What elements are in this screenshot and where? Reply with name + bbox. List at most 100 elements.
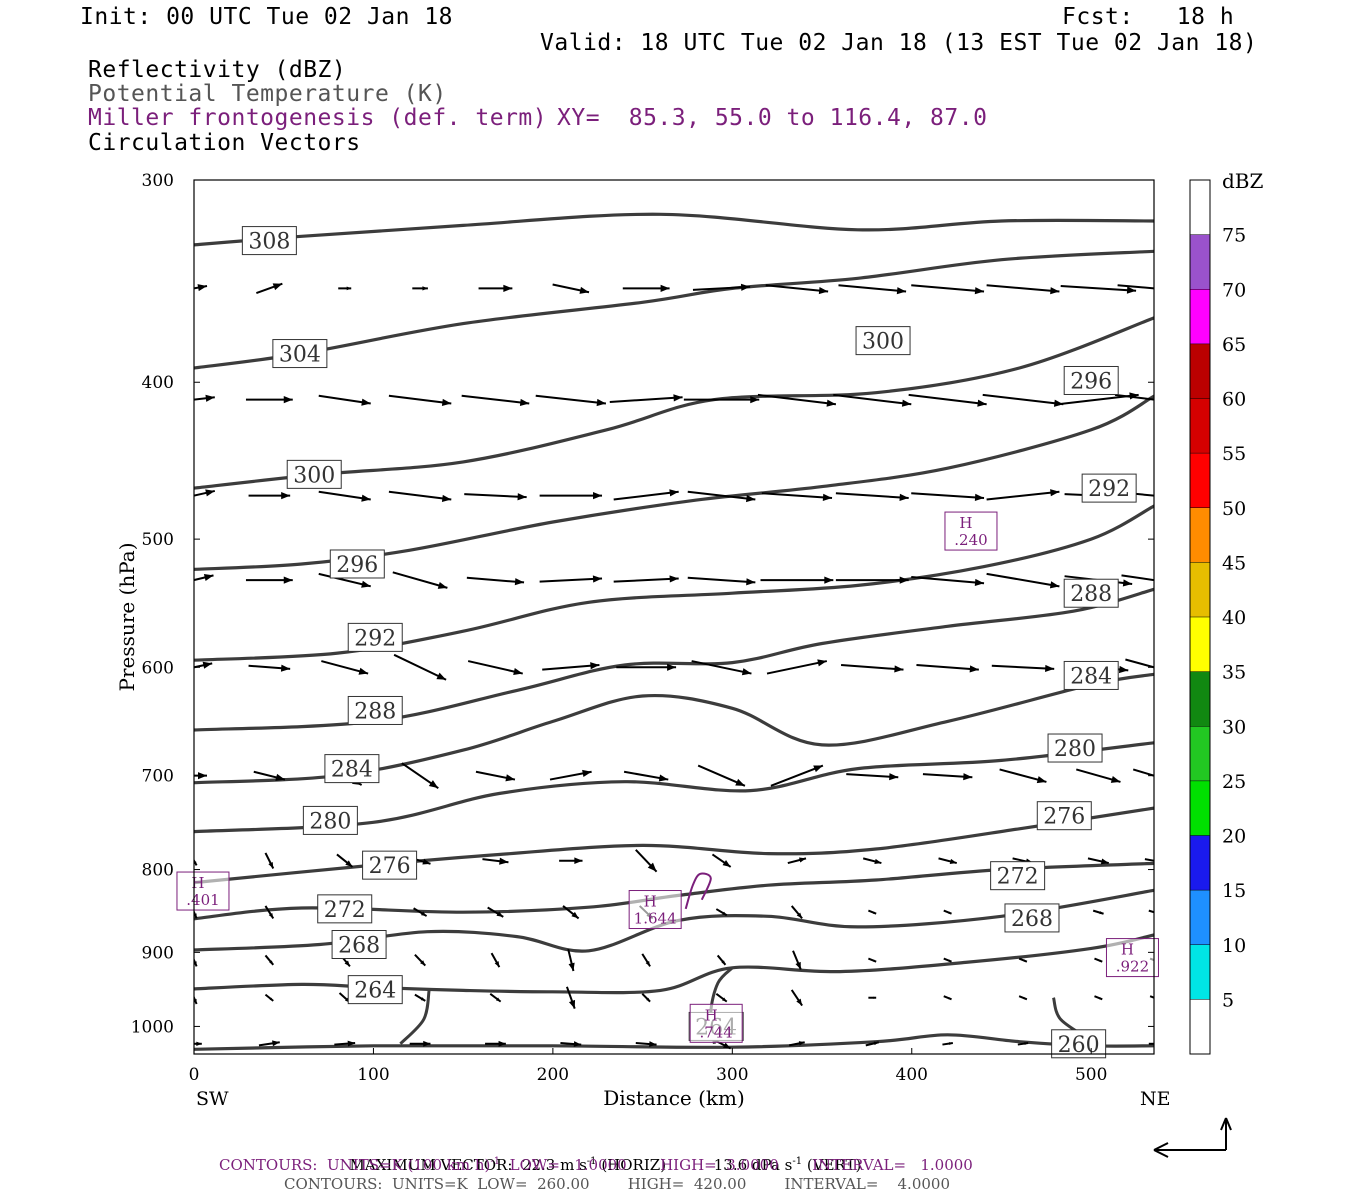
- colorbar-label: 10: [1222, 935, 1246, 957]
- maximum-value: .922: [1116, 958, 1149, 976]
- vector-head: [194, 961, 197, 967]
- contour-label-text: 276: [1043, 805, 1085, 830]
- vector-shaft: [539, 577, 603, 583]
- circulation-vector: [194, 489, 216, 497]
- vector-head: [344, 960, 350, 967]
- circulation-vector: [194, 858, 198, 866]
- vector-head: [503, 284, 513, 292]
- colorbar-swatch: [1190, 398, 1210, 454]
- contour-label-box: [1051, 1029, 1107, 1059]
- maximum-letter: H: [644, 893, 657, 911]
- y-tick-label: 400: [142, 373, 174, 393]
- vector-shaft: [691, 660, 752, 675]
- colorbar-label: 15: [1222, 880, 1246, 902]
- contour-label-text: 288: [1070, 582, 1112, 607]
- vector-head: [740, 283, 751, 291]
- circulation-vector: [489, 993, 502, 1003]
- vector-head: [428, 780, 439, 789]
- vector-shaft: [911, 575, 985, 585]
- vector-head: [568, 962, 575, 972]
- circulation-vector: [1060, 285, 1137, 294]
- max-vector-horiz-unit: (HORIZ): [601, 1156, 667, 1174]
- contour-label-box: [272, 339, 328, 369]
- contour-label-text: 300: [293, 463, 335, 488]
- vector-head: [889, 773, 899, 781]
- vector-shaft: [461, 394, 530, 405]
- colorbar-title: dBZ: [1222, 169, 1264, 193]
- contour-label-text: 268: [338, 934, 380, 959]
- colorbar-label: 5: [1222, 989, 1234, 1011]
- vector-head: [669, 489, 679, 497]
- vector-head: [498, 1040, 506, 1047]
- vector-head: [660, 284, 670, 292]
- vector-head: [269, 997, 274, 1001]
- vector-head: [1036, 776, 1047, 784]
- vector-head: [513, 668, 523, 676]
- y-tick-label: 800: [142, 861, 174, 881]
- circulation-vector: [388, 490, 452, 502]
- theta-contour-label: 284: [1063, 660, 1119, 690]
- circulation-vector: [711, 853, 732, 868]
- contour-label-text: 268: [1011, 907, 1053, 932]
- circulation-vector: [1148, 1042, 1154, 1045]
- circulation-vector: [264, 905, 275, 919]
- vector-head: [361, 398, 371, 406]
- plot-frame: [193, 179, 1155, 1055]
- footer-theta-contours: CONTOURS: UNITS=K LOW= 260.00 HIGH= 420.…: [284, 1175, 950, 1193]
- vector-head: [441, 494, 452, 502]
- circulation-vector: [1076, 768, 1121, 783]
- theta-contour-segment: [399, 990, 431, 1045]
- vector-head: [1156, 859, 1163, 864]
- circulation-vector: [613, 489, 679, 501]
- vector-head: [579, 286, 590, 294]
- contour-label-text: 296: [336, 553, 378, 578]
- vector-head: [673, 394, 683, 402]
- vector-head: [1165, 776, 1175, 783]
- circulation-vector: [549, 769, 592, 781]
- contour-label-box: [1063, 660, 1119, 690]
- maximum-letter: H: [1121, 941, 1134, 959]
- circulation-vector: [868, 909, 877, 915]
- vector-head: [1173, 669, 1183, 676]
- circulation-vector: [264, 993, 274, 1002]
- circulation-vector: [868, 996, 877, 999]
- theta-contour-label: 272: [317, 894, 373, 924]
- vector-head: [1045, 664, 1055, 673]
- vector-head: [519, 398, 530, 407]
- vector-head: [345, 860, 353, 867]
- vector-head: [499, 857, 509, 865]
- vector-shaft: [1060, 285, 1137, 292]
- vector-shaft: [1125, 658, 1154, 669]
- x-end-left-label: SW: [196, 1088, 229, 1110]
- vector-shaft: [770, 764, 824, 787]
- vector-head: [798, 857, 807, 863]
- vector-shaft: [986, 572, 1060, 588]
- vector-shaft: [1117, 284, 1154, 290]
- max-vector-horiz: 22.3 m s: [521, 1156, 587, 1174]
- circulation-vector: [1092, 909, 1104, 915]
- vector-head: [974, 287, 985, 295]
- vector-shaft: [766, 660, 828, 675]
- contour-label-box: [347, 622, 403, 652]
- circulation-vector: [392, 571, 448, 589]
- circulation-vector: [991, 664, 1055, 673]
- maximum-value: .401: [186, 891, 219, 909]
- vector-head: [1050, 489, 1060, 497]
- circulation-vector: [986, 489, 1060, 501]
- vector-head: [873, 1041, 879, 1046]
- vector-head: [745, 494, 756, 503]
- circulation-vector: [552, 283, 590, 294]
- circulation-vector: [409, 1040, 431, 1047]
- vector-head: [948, 911, 952, 914]
- contour-label-box: [241, 226, 297, 256]
- vector-shaft: [687, 490, 756, 501]
- circulation-vector: [911, 492, 985, 501]
- circulation-vector: [248, 664, 291, 672]
- colorbar-label: 70: [1222, 279, 1246, 301]
- circulation-vector: [1094, 957, 1103, 963]
- vector-head: [1024, 1042, 1029, 1046]
- circulation-vector: [466, 576, 525, 586]
- vector-shaft: [841, 663, 904, 671]
- circulation-vector: [318, 490, 371, 502]
